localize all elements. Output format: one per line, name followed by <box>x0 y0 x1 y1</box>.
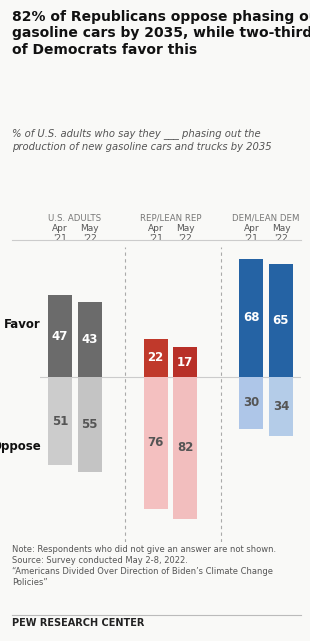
Text: 68: 68 <box>243 312 259 324</box>
Text: May
'22: May '22 <box>80 224 99 244</box>
Text: Apr
'21: Apr '21 <box>244 224 259 244</box>
Text: PEW RESEARCH CENTER: PEW RESEARCH CENTER <box>12 618 145 628</box>
Text: REP/LEAN REP: REP/LEAN REP <box>140 213 201 222</box>
Text: 82: 82 <box>177 442 193 454</box>
Bar <box>78 377 102 472</box>
Text: May
'22: May '22 <box>272 224 290 244</box>
Bar <box>173 347 197 377</box>
Text: Note: Respondents who did not give an answer are not shown.
Source: Survey condu: Note: Respondents who did not give an an… <box>12 545 277 587</box>
Bar <box>78 303 102 377</box>
Bar <box>269 264 293 377</box>
Text: 22: 22 <box>148 351 164 364</box>
Text: 51: 51 <box>52 415 68 428</box>
Text: May
'22: May '22 <box>176 224 195 244</box>
Bar <box>239 259 264 377</box>
Bar <box>144 377 168 509</box>
Text: 47: 47 <box>52 329 68 342</box>
Text: % of U.S. adults who say they ___ phasing out the
production of new gasoline car: % of U.S. adults who say they ___ phasin… <box>12 128 272 151</box>
Text: U.S. ADULTS: U.S. ADULTS <box>48 213 101 222</box>
Text: 76: 76 <box>148 437 164 449</box>
Text: Oppose: Oppose <box>0 440 41 453</box>
Text: 82% of Republicans oppose phasing out
gasoline cars by 2035, while two-thirds
of: 82% of Republicans oppose phasing out ga… <box>12 10 310 57</box>
Text: 17: 17 <box>177 356 193 369</box>
Bar <box>239 377 264 429</box>
Bar <box>269 377 293 436</box>
Text: 34: 34 <box>273 400 289 413</box>
Text: 30: 30 <box>243 396 259 410</box>
Text: DEM/LEAN DEM: DEM/LEAN DEM <box>232 213 300 222</box>
Text: Apr
'21: Apr '21 <box>52 224 68 244</box>
Text: Apr
'21: Apr '21 <box>148 224 163 244</box>
Text: 43: 43 <box>82 333 98 346</box>
Text: Favor: Favor <box>4 319 41 331</box>
Bar <box>48 296 72 377</box>
Bar <box>144 338 168 377</box>
Text: 65: 65 <box>273 314 289 327</box>
Text: 55: 55 <box>82 418 98 431</box>
Bar <box>173 377 197 519</box>
Bar <box>48 377 72 465</box>
